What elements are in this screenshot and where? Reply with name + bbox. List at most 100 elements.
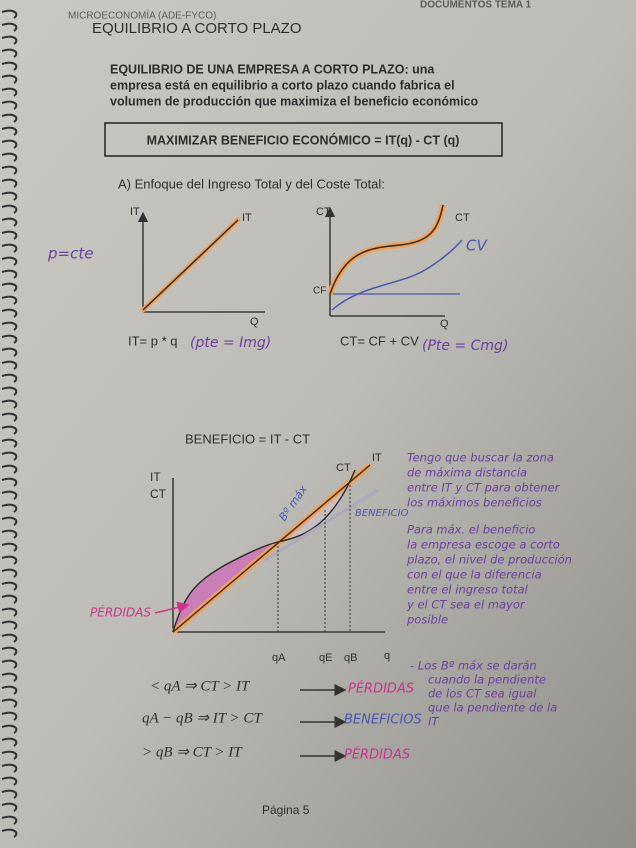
condition-result: PÉRDIDAS: [348, 681, 414, 697]
spiral-loop: [1, 399, 18, 409]
spiral-loop: [1, 321, 18, 331]
spiral-loop: [1, 334, 18, 344]
spiral-loop: [1, 750, 18, 760]
spiral-loop: [1, 178, 18, 188]
axis-label: IT: [130, 206, 140, 218]
handwritten-note: de máxima distancia: [407, 466, 527, 480]
tick-label: qE: [319, 652, 332, 664]
spiral-loop: [1, 464, 18, 474]
spiral-loop: [1, 802, 18, 812]
spiral-loop: [1, 152, 18, 162]
curve-label: IT: [372, 452, 382, 464]
spiral-loop: [1, 776, 18, 786]
handwritten-note: IT: [428, 715, 439, 729]
spiral-loop: [1, 438, 18, 448]
cv-curve: [331, 239, 463, 311]
handwritten-note: plazo, el nivel de producción: [406, 553, 572, 567]
spiral-loop: [1, 35, 18, 45]
spiral-loop: [1, 269, 18, 279]
spiral-loop: [1, 542, 18, 552]
spiral-loop: [1, 815, 18, 825]
handwritten-note: que la pendiente de la: [428, 701, 557, 715]
spiral-loop: [1, 22, 18, 32]
formula-box: [104, 122, 503, 157]
spiral-loop: [1, 555, 18, 565]
handwritten-note: (Pte = Cmg): [422, 338, 508, 354]
ct-curve: [329, 204, 444, 295]
curve-label: CV: [466, 237, 488, 255]
handwritten-note: Tengo que buscar la zona: [407, 451, 554, 465]
formula: IT= p * q: [128, 333, 178, 348]
condition-result: PÉRDIDAS: [344, 747, 410, 763]
axis-label: Q: [440, 318, 449, 330]
spiral-loop: [1, 9, 18, 19]
spiral-loop: [1, 503, 18, 513]
formula-box-text: MAXIMIZAR BENEFICIO ECONÓMICO = IT(q) - …: [147, 132, 460, 147]
curve-label: CT: [336, 462, 351, 474]
spiral-loop: [1, 165, 18, 175]
page-number: Página 5: [262, 803, 310, 817]
formula: CT= CF + CV: [340, 333, 419, 348]
spiral-loop: [1, 295, 18, 305]
graph-it: IT IT Q: [130, 206, 265, 328]
spiral-loop: [1, 412, 18, 422]
it-line: [142, 219, 239, 311]
handwritten-note: los máximos beneficios: [407, 496, 542, 510]
spiral-loop: [1, 763, 18, 773]
intro-line: volumen de producción que maximiza el be…: [110, 94, 478, 108]
spiral-loop: [1, 87, 18, 97]
condition: < qA ⇒ CT > IT: [150, 678, 251, 694]
graph-ct: CT CT CV CF Q: [313, 204, 488, 330]
spiral-loop: [1, 425, 18, 435]
spiral-binding: [1, 9, 18, 838]
spiral-loop: [1, 672, 18, 682]
handwritten-note: y el CT sea el mayor: [406, 598, 526, 612]
axis-label: CF: [313, 286, 326, 297]
spiral-loop: [1, 516, 18, 526]
spiral-loop: [1, 230, 18, 240]
spiral-loop: [1, 633, 18, 643]
axis-label: IT: [150, 470, 161, 484]
spiral-loop: [1, 139, 18, 149]
spiral-loop: [1, 48, 18, 58]
spiral-loop: [1, 308, 18, 318]
spiral-loop: [1, 256, 18, 266]
spiral-loop: [1, 74, 18, 84]
tick-label: qA: [272, 652, 286, 664]
spiral-loop: [1, 347, 18, 357]
section-heading: A) Enfoque del Ingreso Total y del Coste…: [118, 176, 385, 191]
spiral-loop: [1, 191, 18, 201]
handwritten-note: PÉRDIDAS: [90, 605, 151, 620]
spiral-loop: [1, 828, 18, 838]
spiral-loop: [1, 789, 18, 799]
spiral-loop: [1, 568, 18, 578]
spiral-loop: [1, 646, 18, 656]
spiral-loop: [1, 360, 18, 370]
spiral-loop: [1, 698, 18, 708]
document-label: DOCUMENTOS TEMA 1: [420, 0, 532, 11]
handwritten-note: BENEFICIO: [355, 508, 409, 519]
spiral-loop: [1, 243, 18, 253]
spiral-loop: [1, 204, 18, 214]
spiral-loop: [1, 386, 18, 396]
axis-label: q: [384, 650, 390, 662]
spiral-loop: [1, 607, 18, 617]
graph-title: BENEFICIO = IT - CT: [185, 431, 310, 446]
it-line: [172, 464, 371, 633]
tangent: [264, 488, 379, 562]
spiral-loop: [1, 594, 18, 604]
spiral-loop: [1, 685, 18, 695]
handwritten-note: la empresa escoge a corto: [407, 538, 560, 552]
axis-label: CT: [150, 487, 167, 501]
spiral-loop: [1, 100, 18, 110]
course-label: MICROECONOMÍA (ADE-FYCO): [68, 9, 216, 22]
handwritten-note: (pte = Img): [190, 335, 271, 351]
handwritten-note: p=cte: [47, 245, 93, 263]
handwritten-note: - Los Bº máx se darán: [410, 659, 537, 673]
handwritten-note: posible: [406, 613, 448, 627]
spiral-loop: [1, 373, 18, 383]
spiral-loop: [1, 581, 18, 591]
spiral-loop: [1, 61, 18, 71]
